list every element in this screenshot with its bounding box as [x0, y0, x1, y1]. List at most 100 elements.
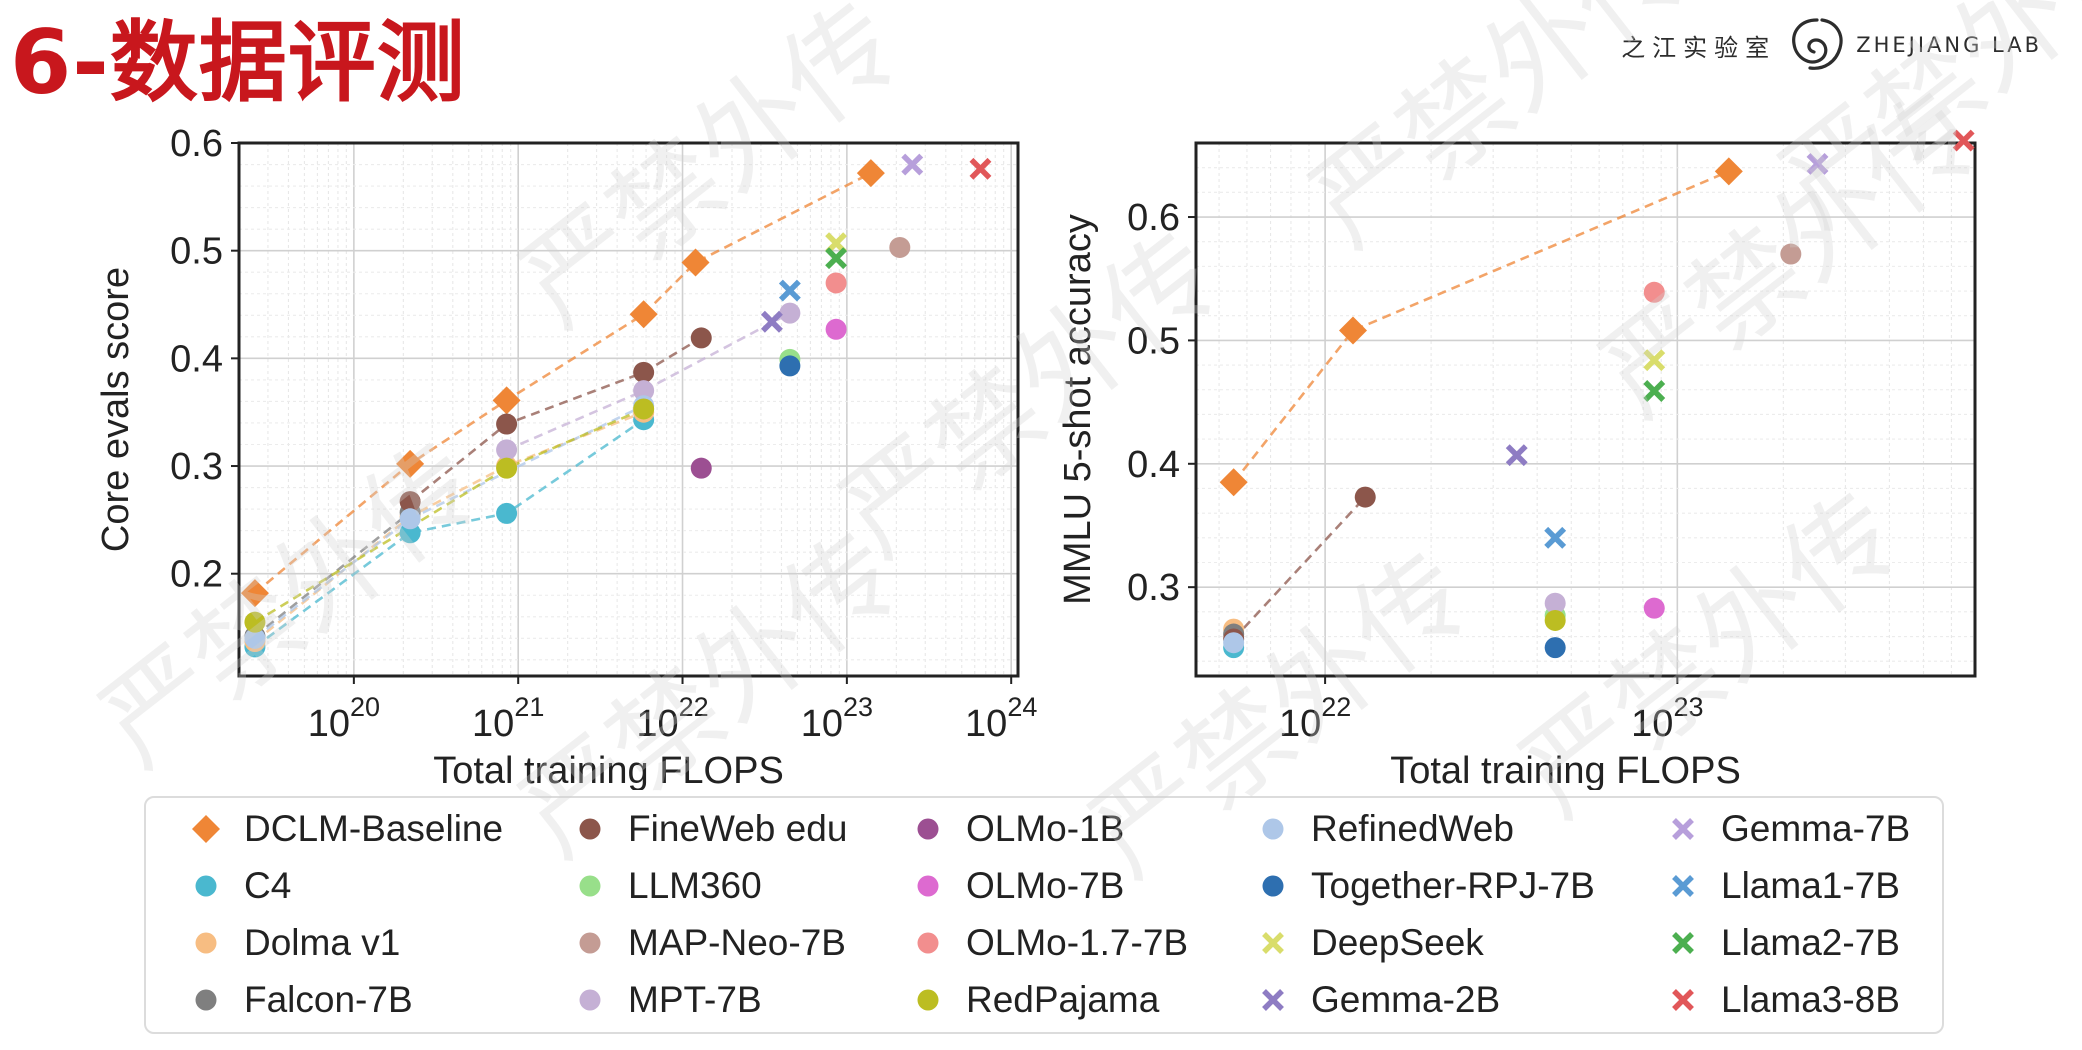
legend-marker	[579, 989, 601, 1011]
legend-item: MPT-7B	[570, 975, 762, 1025]
legend-label: OLMo-1B	[966, 808, 1125, 849]
chart-legend: DCLM-Baseline FineWeb edu OLMo-1B RefinedWe…	[144, 796, 1944, 1034]
brand-name-cn: 之江实验室	[1621, 33, 1777, 62]
legend-label: FineWeb edu	[628, 808, 848, 849]
x-tick-label: 1020	[308, 692, 380, 745]
legend-label: MAP-Neo-7B	[628, 922, 846, 963]
legend-label: Llama1-7B	[1721, 865, 1900, 906]
data-point-dclm-baseline	[629, 300, 658, 329]
y-tick-label: 0.4	[1127, 444, 1180, 486]
legend-item: RedPajama	[908, 975, 1159, 1025]
legend-item: Together-RPJ-7B	[1253, 861, 1595, 911]
data-point-mpt-7b	[779, 302, 801, 324]
legend-marker	[195, 932, 217, 954]
legend-label: C4	[244, 865, 292, 906]
x-tick-label: 1023	[1631, 692, 1703, 745]
data-point-refinedweb	[1223, 632, 1245, 654]
x-marker-icon	[1672, 875, 1694, 897]
data-point-olmo-1b	[690, 457, 712, 479]
circle-marker-icon	[917, 875, 939, 897]
circle-marker-icon	[195, 932, 217, 954]
y-axis-label: Core evals score	[95, 267, 137, 552]
series-line-refinedweb	[254, 404, 645, 640]
data-point-olmo-1-7-7b	[1643, 281, 1665, 303]
y-tick-label: 0.5	[170, 231, 223, 273]
data-point-gemma-2b	[1505, 444, 1528, 467]
data-point-dclm-baseline	[681, 248, 710, 277]
brand-name-en: ZHEJIANG LAB	[1856, 33, 2042, 57]
x-marker-icon	[1262, 989, 1284, 1011]
data-point-refinedweb	[399, 508, 421, 530]
data-point-llama2-7b	[825, 247, 848, 270]
legend-marker	[1262, 989, 1284, 1011]
circle-marker-icon	[917, 818, 939, 840]
y-tick-label: 0.2	[170, 554, 223, 596]
grid	[1196, 142, 1976, 676]
x-tick-label: 1022	[636, 692, 708, 745]
data-point-map-neo-7b	[1780, 243, 1802, 265]
data-point-gemma-7b	[901, 153, 924, 176]
legend-item: DCLM-Baseline	[186, 804, 503, 854]
legend-item: Gemma-2B	[1253, 975, 1500, 1025]
data-point-mpt-7b	[1544, 592, 1566, 614]
data-point-map-neo-7b	[889, 236, 911, 258]
legend-label: OLMo-1.7-7B	[966, 922, 1189, 963]
legend-label: Llama2-7B	[1721, 922, 1900, 963]
legend-marker	[917, 932, 939, 954]
charts-canvas: 0.2 0.3 0.4 0.5 0.6 1020 1021 1022 1023 1024 Total…	[95, 123, 1977, 790]
legend-item: DeepSeek	[1253, 918, 1484, 968]
data-point-gemma-7b	[1806, 153, 1829, 175]
legend-label: DeepSeek	[1311, 922, 1484, 963]
legend-marker	[917, 818, 939, 840]
legend-item: OLMo-7B	[908, 861, 1124, 911]
plot-frame	[237, 141, 1020, 678]
legend-marker	[579, 818, 601, 840]
x-marker-icon	[1672, 989, 1694, 1011]
legend-marker	[192, 815, 220, 843]
data-point-dclm-baseline	[856, 159, 885, 188]
chart-mmlu: 0.3 0.4 0.5 0.6 1022 1023 Total training FLOPS…	[1057, 129, 1977, 790]
legend-item: Gemma-7B	[1663, 804, 1910, 854]
x-marker-icon	[1672, 932, 1694, 954]
y-axis-label: MMLU 5-shot accuracy	[1057, 214, 1099, 605]
legend-item: Dolma v1	[186, 918, 400, 968]
legend-marker	[1672, 875, 1694, 897]
x-tick-label: 1022	[1279, 692, 1351, 745]
x-marker-icon	[1262, 932, 1284, 954]
circle-marker-icon	[1262, 875, 1284, 897]
data-point-dclm-baseline	[240, 579, 269, 608]
y-tick-label: 0.6	[1127, 197, 1180, 239]
grid	[238, 142, 1018, 676]
legend-item: OLMo-1.7-7B	[908, 918, 1188, 968]
legend-item: LLM360	[570, 861, 762, 911]
legend-label: Gemma-7B	[1721, 808, 1911, 849]
data-point-refinedweb	[244, 627, 266, 649]
page-title: 6-数据评测	[10, 11, 466, 114]
y-tick-label: 0.4	[170, 338, 223, 380]
series-line-c4	[254, 418, 645, 648]
x-axis-label: Total training FLOPS	[433, 750, 784, 790]
legend-label: Llama3-8B	[1721, 979, 1900, 1020]
legend-label: DCLM-Baseline	[244, 808, 504, 849]
data-point-dclm-baseline	[1338, 316, 1367, 345]
legend-marker	[579, 875, 601, 897]
legend-label: MPT-7B	[628, 979, 762, 1020]
data-point-fineweb-edu	[496, 413, 518, 435]
legend-marker	[1672, 818, 1694, 840]
zhejiang-lab-logo-icon	[1792, 18, 1843, 70]
legend-item: Falcon-7B	[186, 975, 413, 1025]
circle-marker-icon	[579, 875, 601, 897]
data-point-fineweb-edu	[1354, 486, 1376, 508]
data-point-llama1-7b	[778, 279, 801, 302]
x-axis-label: Total training FLOPS	[1390, 750, 1741, 790]
data-point-mpt-7b	[633, 380, 655, 402]
legend-marker	[917, 875, 939, 897]
legend-label: RefinedWeb	[1311, 808, 1514, 849]
legend-marker	[579, 932, 601, 954]
diamond-marker-icon	[192, 815, 220, 843]
legend-marker	[1672, 989, 1694, 1011]
circle-marker-icon	[195, 875, 217, 897]
legend-marker	[195, 875, 217, 897]
data-point-together-rpj-7b	[779, 355, 801, 377]
x-tick-label: 1021	[472, 692, 544, 745]
